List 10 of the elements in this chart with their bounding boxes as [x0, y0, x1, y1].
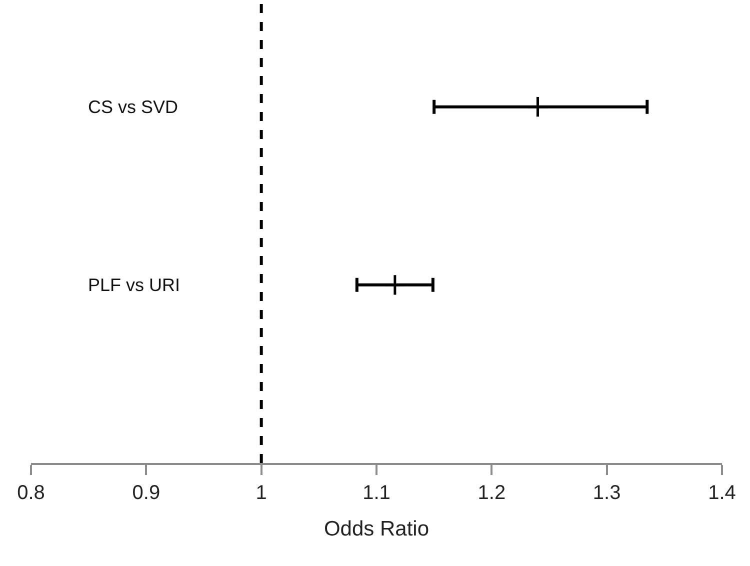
x-tick-label: 1.4 — [708, 482, 736, 504]
x-tick-label: 1.3 — [592, 482, 621, 504]
x-tick-label: 0.9 — [132, 482, 160, 504]
x-tick-label: 1.1 — [362, 482, 390, 504]
y-tick-label: CS vs SVD — [88, 97, 178, 117]
x-tick-label: 0.8 — [17, 482, 45, 504]
x-tick-label: 1 — [256, 482, 267, 504]
x-axis-title: Odds Ratio — [324, 518, 430, 541]
x-tick-label: 1.2 — [478, 482, 506, 504]
y-tick-label: PLF vs URI — [88, 275, 180, 295]
